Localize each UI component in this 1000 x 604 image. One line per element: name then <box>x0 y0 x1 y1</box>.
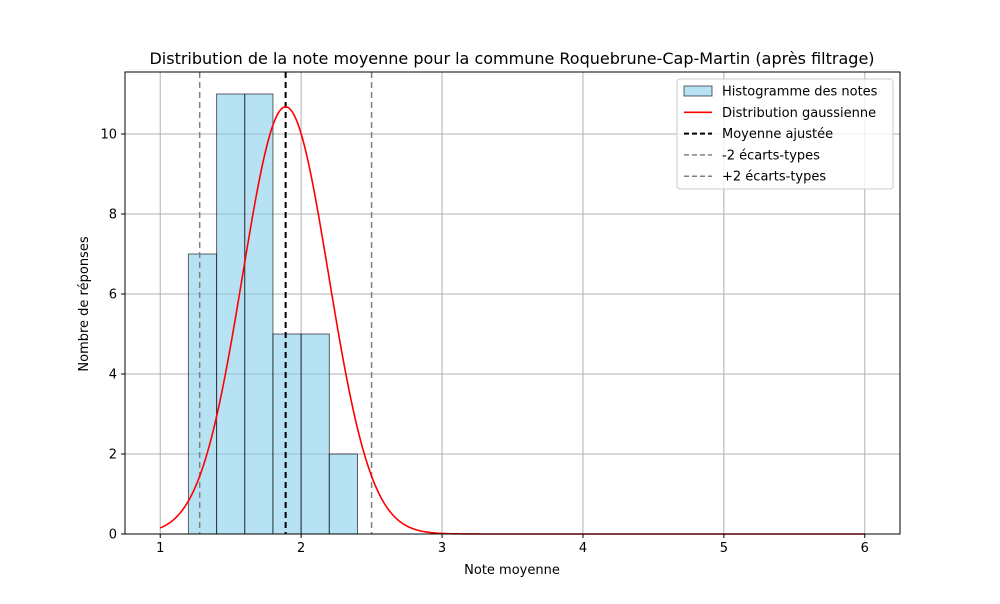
legend-label: -2 écarts-types <box>722 148 820 163</box>
y-tick-label: 2 <box>109 448 117 463</box>
x-tick-label: 3 <box>438 541 446 556</box>
histogram-bar <box>272 333 302 535</box>
x-axis-label: Note moyenne <box>464 563 560 578</box>
legend-label: Moyenne ajustée <box>722 127 833 142</box>
chart-title: Distribution de la note moyenne pour la … <box>149 49 874 68</box>
legend-swatch-histogram <box>683 85 713 97</box>
y-tick-label: 4 <box>109 368 117 383</box>
legend: Histogramme des notes Distribution gaussi… <box>676 78 894 190</box>
legend-box <box>676 78 894 190</box>
histogram-bar <box>300 333 330 535</box>
legend-label: Histogramme des notes <box>722 85 878 100</box>
y-tick-label: 6 <box>109 288 117 303</box>
reference-lines <box>198 72 373 534</box>
plot-frame <box>124 71 901 535</box>
legend-label: Distribution gaussienne <box>722 106 876 121</box>
y-tick-label: 0 <box>109 528 117 543</box>
histogram-bar <box>216 93 246 535</box>
x-tick-label: 5 <box>720 541 728 556</box>
y-tick-label: 8 <box>109 208 117 223</box>
histogram-bar <box>244 93 274 535</box>
axis-ticks: 1 2 3 4 5 6 0 2 4 6 8 10 <box>100 128 868 557</box>
x-tick-label: 1 <box>156 541 164 556</box>
x-tick-label: 4 <box>579 541 587 556</box>
y-tick-label: 10 <box>100 128 117 143</box>
y-axis-label: Nombre de réponses <box>77 236 92 371</box>
histogram-bar <box>187 253 218 535</box>
legend-label: +2 écarts-types <box>722 170 826 185</box>
x-tick-label: 6 <box>861 541 869 556</box>
histogram-bars <box>187 93 358 535</box>
x-tick-label: 2 <box>297 541 305 556</box>
histogram-bar <box>328 453 358 535</box>
